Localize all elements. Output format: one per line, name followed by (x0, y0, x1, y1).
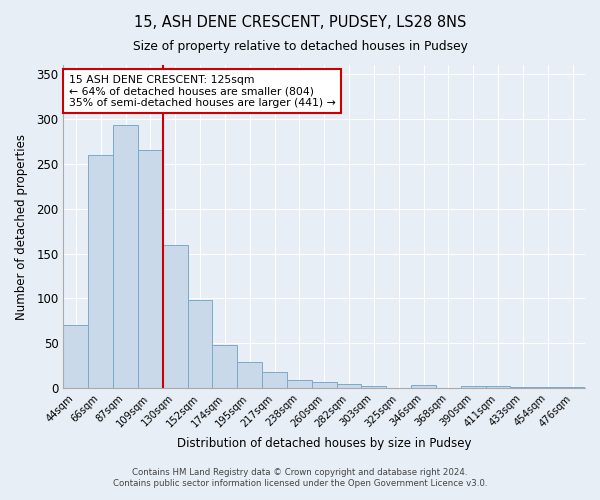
Bar (361, 386, 386, 388)
Bar (485, 386, 511, 388)
Bar (88, 155, 113, 388)
Bar (337, 384, 361, 388)
Bar (237, 362, 262, 388)
Text: Contains HM Land Registry data © Crown copyright and database right 2024.
Contai: Contains HM Land Registry data © Crown c… (113, 468, 487, 487)
Bar (163, 244, 188, 388)
Text: 15 ASH DENE CRESCENT: 125sqm
← 64% of detached houses are smaller (804)
35% of s: 15 ASH DENE CRESCENT: 125sqm ← 64% of de… (68, 74, 335, 108)
Bar (312, 382, 337, 388)
Bar (64, 326, 88, 388)
Text: Size of property relative to detached houses in Pudsey: Size of property relative to detached ho… (133, 40, 467, 53)
Text: 15, ASH DENE CRESCENT, PUDSEY, LS28 8NS: 15, ASH DENE CRESCENT, PUDSEY, LS28 8NS (134, 15, 466, 30)
Bar (138, 150, 163, 388)
X-axis label: Distribution of detached houses by size in Pudsey: Distribution of detached houses by size … (177, 437, 472, 450)
Bar (113, 125, 138, 388)
Y-axis label: Number of detached properties: Number of detached properties (15, 134, 28, 320)
Bar (262, 372, 287, 388)
Bar (287, 380, 312, 388)
Bar (188, 300, 212, 388)
Bar (461, 386, 485, 388)
Bar (411, 386, 436, 388)
Bar (212, 345, 237, 388)
